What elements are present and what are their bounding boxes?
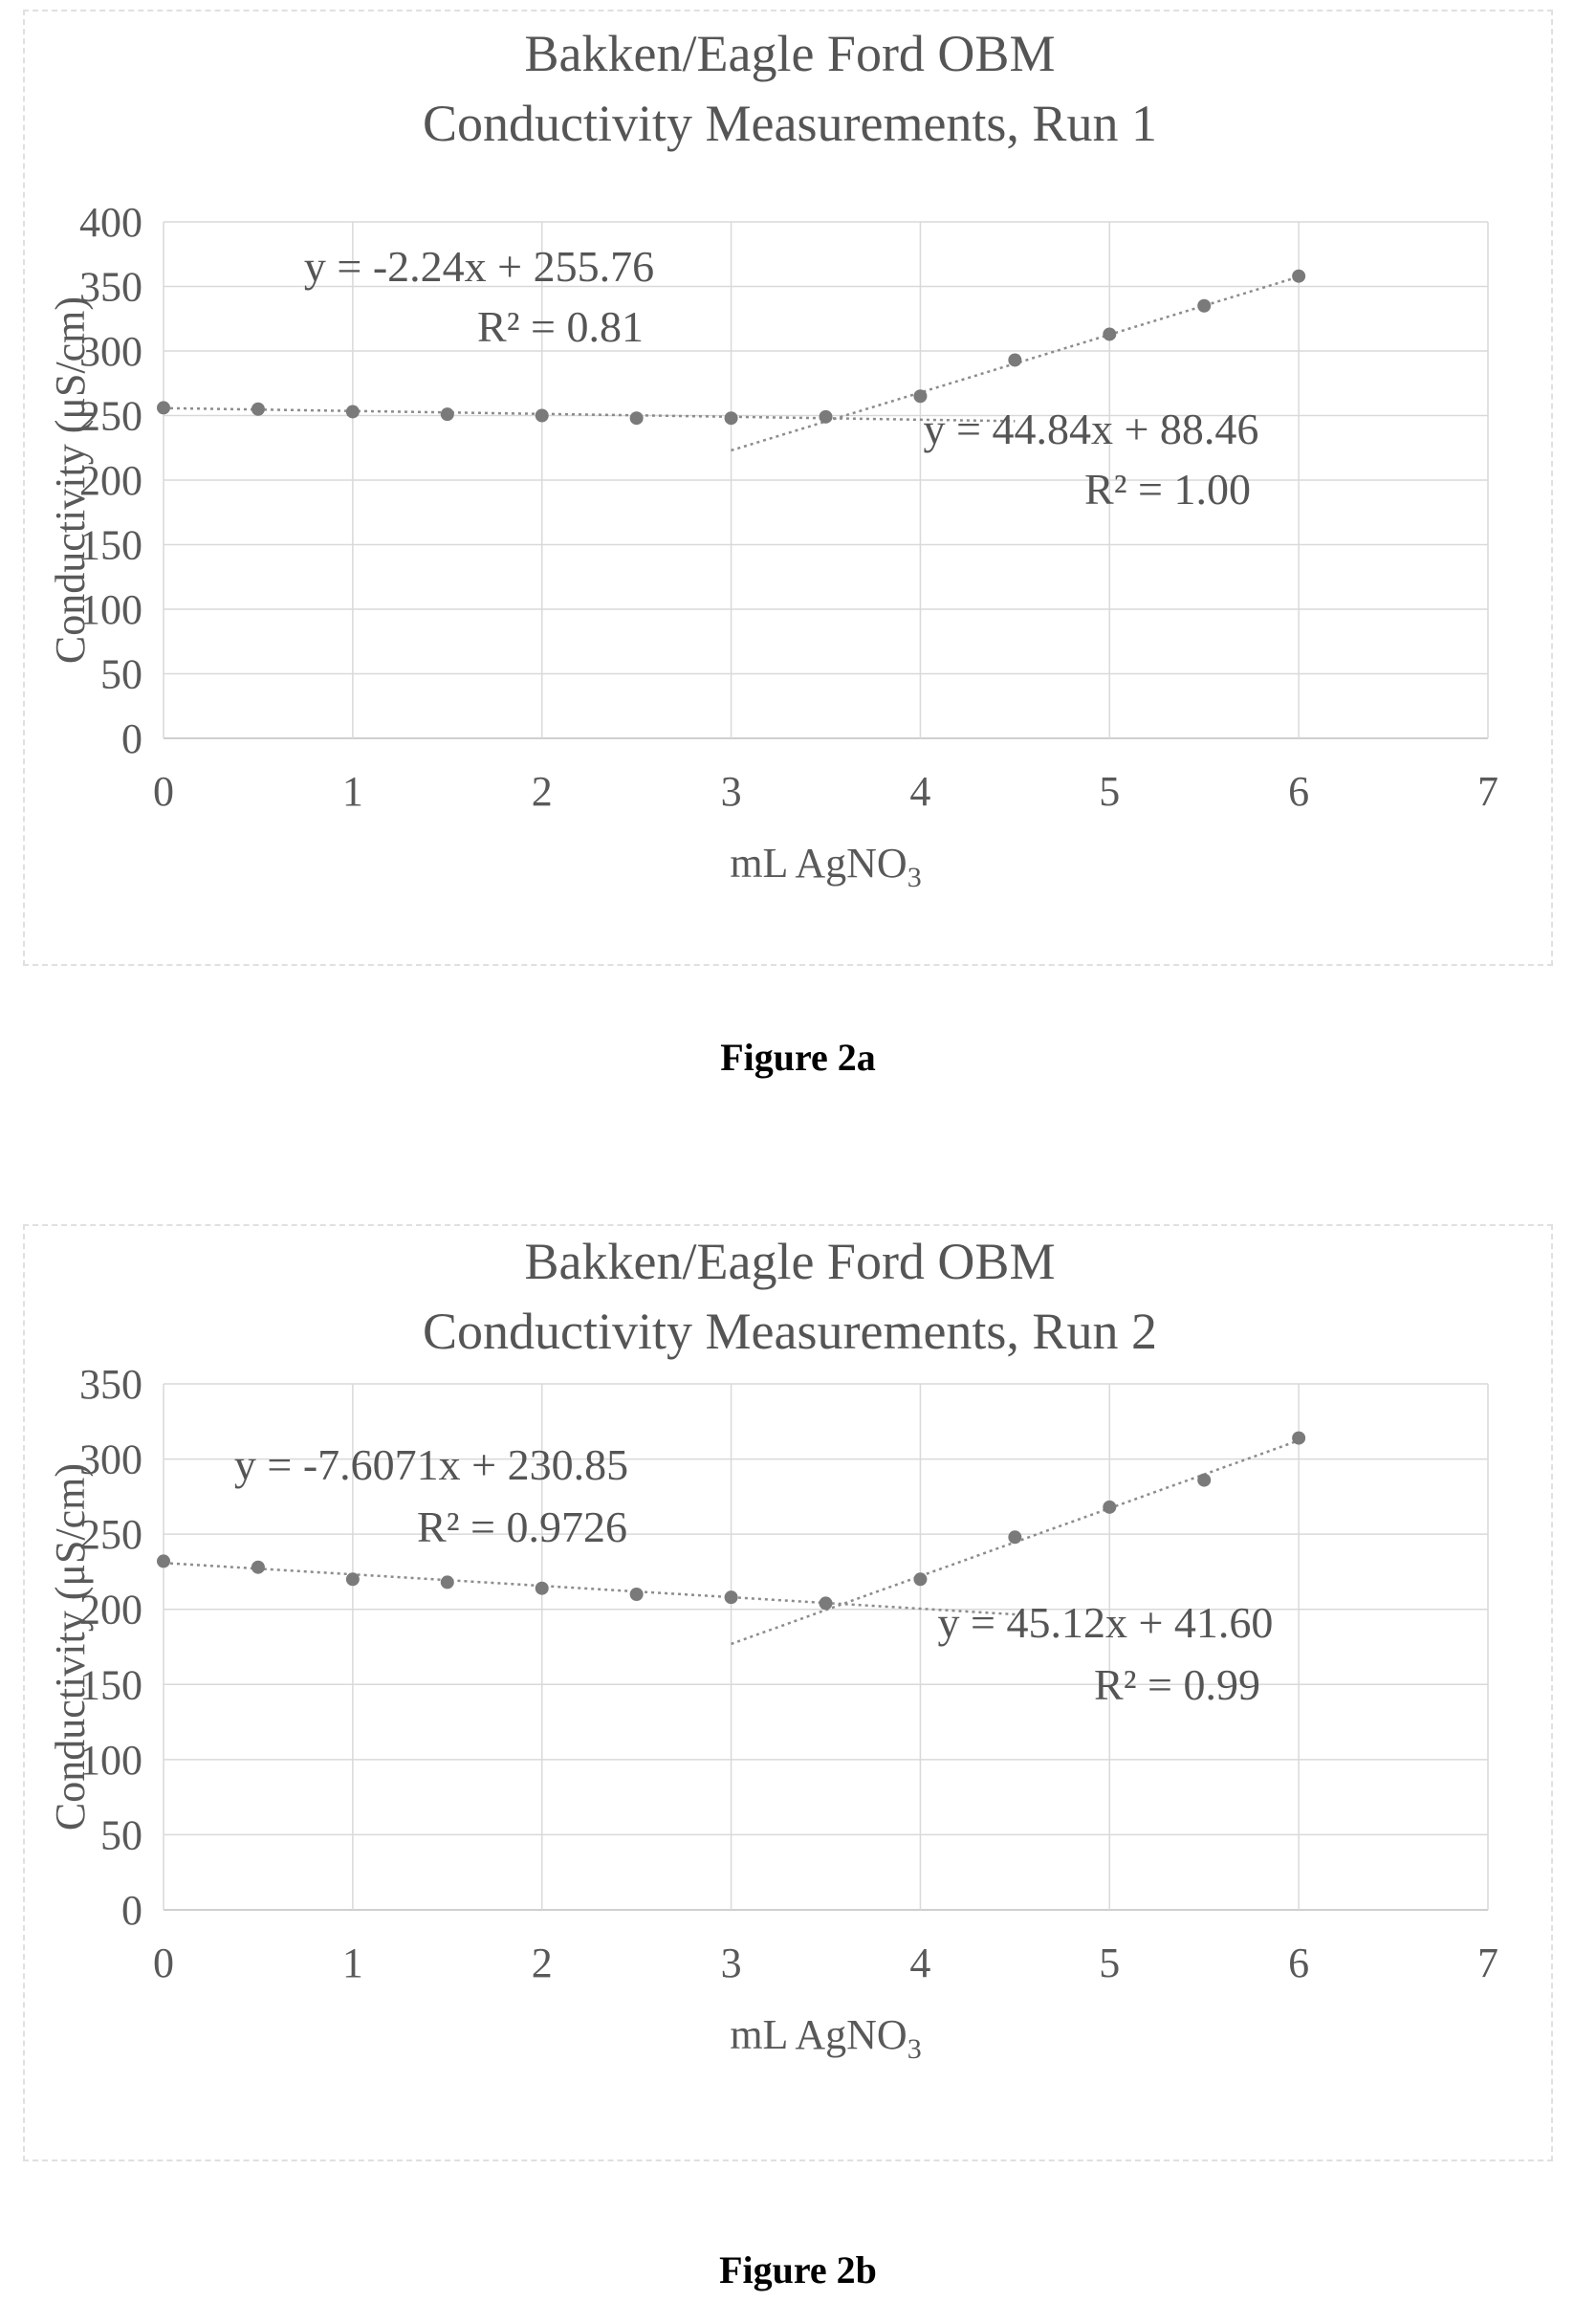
data-point — [1197, 1473, 1212, 1487]
x-tick-label: 5 — [1099, 768, 1120, 815]
data-point — [913, 1572, 928, 1587]
y-tick-label: 400 — [79, 199, 142, 246]
y-tick-label: 100 — [79, 586, 142, 633]
y-tick-label: 0 — [121, 1887, 142, 1934]
y-tick-label: 0 — [121, 715, 142, 762]
chart-title-line: Bakken/Eagle Ford OBM — [525, 25, 1056, 82]
data-point — [1197, 298, 1212, 313]
data-point — [1103, 327, 1117, 341]
x-axis-label: mL AgNO3 — [730, 840, 921, 893]
chart-run-2: Bakken/Eagle Ford OBM Conductivity Measur… — [47, 1233, 1498, 2065]
data-point — [440, 1575, 454, 1589]
y-tick-label: 50 — [100, 1811, 142, 1858]
figure-caption-2b: Figure 2b — [719, 2248, 877, 2291]
x-tick-label: 7 — [1477, 1940, 1498, 1986]
trendline-1 — [163, 406, 1016, 423]
trendline-equation: y = -2.24x + 255.76 — [304, 242, 654, 291]
x-tick-label: 7 — [1477, 768, 1498, 815]
data-point — [535, 408, 549, 423]
data-point — [157, 1554, 170, 1568]
x-tick-label: 6 — [1288, 768, 1309, 815]
chart-panel-run-2: Bakken/Eagle Ford OBM Conductivity Measur… — [23, 1224, 1553, 2161]
y-tick-label: 200 — [79, 457, 142, 504]
data-point — [819, 409, 833, 424]
x-axis-label: mL AgNO3 — [730, 2011, 921, 2065]
y-tick-label: 350 — [79, 264, 142, 311]
y-tick-label: 300 — [79, 328, 142, 375]
data-point — [1103, 1500, 1117, 1514]
data-point — [157, 401, 170, 415]
y-axis-label: Conductivity (μS/cm) — [47, 1463, 94, 1831]
data-point — [1292, 1431, 1306, 1445]
data-point — [535, 1581, 549, 1595]
data-point — [251, 1560, 265, 1574]
data-point — [819, 1596, 833, 1611]
y-tick-label: 200 — [79, 1587, 142, 1633]
y-axis-label: Conductivity (μS/cm) — [47, 296, 94, 664]
data-point — [724, 1590, 738, 1605]
trendline-r-squared: R² = 0.99 — [1094, 1660, 1260, 1709]
x-tick-label: 1 — [342, 768, 363, 815]
x-tick-label: 2 — [532, 768, 553, 815]
trendline-equation: y = -7.6071x + 230.85 — [234, 1440, 628, 1489]
figure-caption-2a: Figure 2a — [720, 1036, 876, 1079]
data-point — [440, 407, 454, 422]
chart-title-line: Conductivity Measurements, Run 1 — [423, 95, 1157, 152]
trendline-equation: y = 45.12x + 41.60 — [938, 1598, 1274, 1647]
x-tick-label: 2 — [532, 1940, 553, 1986]
x-tick-label: 6 — [1288, 1940, 1309, 1986]
x-tick-label: 3 — [721, 1940, 742, 1986]
data-point — [345, 1572, 360, 1587]
data-point — [629, 1588, 644, 1601]
x-tick-label: 4 — [909, 1940, 930, 1986]
data-point — [345, 405, 360, 419]
x-tick-label: 4 — [909, 768, 930, 815]
data-point — [629, 411, 644, 426]
trendline-r-squared: R² = 1.00 — [1084, 465, 1251, 514]
x-tick-label: 5 — [1099, 1940, 1120, 1986]
trendline-1 — [163, 1561, 1016, 1616]
y-tick-label: 100 — [79, 1737, 142, 1784]
y-tick-label: 150 — [79, 1661, 142, 1708]
y-tick-label: 150 — [79, 522, 142, 569]
chart-title-line: Bakken/Eagle Ford OBM — [525, 1233, 1056, 1290]
data-point — [1292, 269, 1306, 283]
y-tick-label: 350 — [79, 1361, 142, 1408]
x-tick-label: 3 — [721, 768, 742, 815]
chart-panel-run-1: Bakken/Eagle Ford OBM Conductivity Measur… — [23, 10, 1553, 966]
x-tick-label: 0 — [153, 1940, 174, 1986]
y-tick-label: 50 — [100, 651, 142, 698]
chart-run-1: Bakken/Eagle Ford OBM Conductivity Measur… — [47, 25, 1498, 893]
data-point — [1008, 1530, 1022, 1545]
data-point — [251, 402, 265, 416]
trendline-r-squared: R² = 0.9726 — [417, 1502, 627, 1551]
trendline-equation: y = 44.84x + 88.46 — [924, 405, 1259, 453]
data-point — [724, 411, 738, 426]
x-tick-label: 1 — [342, 1940, 363, 1986]
y-tick-label: 300 — [79, 1436, 142, 1483]
chart-title-line: Conductivity Measurements, Run 2 — [423, 1303, 1157, 1360]
data-point — [913, 389, 928, 404]
x-tick-label: 0 — [153, 768, 174, 815]
y-tick-label: 250 — [79, 1511, 142, 1558]
y-tick-label: 250 — [79, 393, 142, 440]
trendline-r-squared: R² = 0.81 — [477, 302, 644, 351]
data-point — [1008, 353, 1022, 367]
